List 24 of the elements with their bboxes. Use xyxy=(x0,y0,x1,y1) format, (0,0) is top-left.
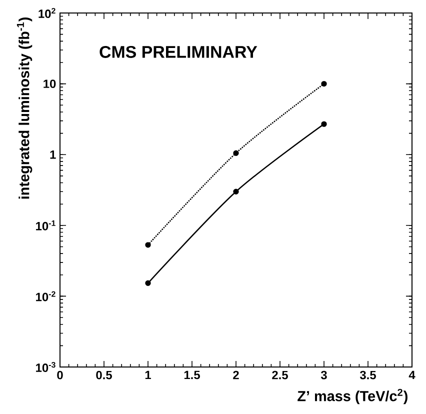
y-tick-label: 10$^{-1}$ xyxy=(36,220,56,230)
y-tick-label: 10$^{-2}$ xyxy=(36,291,56,302)
x-tick-label: 1.5 xyxy=(184,370,200,380)
point xyxy=(233,150,239,156)
x-tick-label: 2.5 xyxy=(272,370,288,380)
point xyxy=(321,80,327,87)
y-tick-label: 10$^{2}$ xyxy=(38,8,56,18)
x-axis-title: Z’ mass (TeV/c$^{2}$) xyxy=(298,388,408,404)
x-tick-label: 3.5 xyxy=(360,370,376,380)
y-tick-label: 10 xyxy=(44,80,56,88)
x-tick-label: 2 xyxy=(233,370,239,380)
x-tick-label: 1 xyxy=(145,370,151,380)
y-tick-label: 1 xyxy=(50,150,56,159)
point xyxy=(145,242,151,248)
point xyxy=(145,280,151,286)
annotation: CMS PRELIMINARY xyxy=(100,46,258,58)
x-tick-label: 0.5 xyxy=(96,370,112,380)
y-tick-label: 10$^{-3}$ xyxy=(36,362,56,372)
point xyxy=(321,121,327,127)
x-tick-label: 4 xyxy=(408,370,416,380)
x-tick-label: 0 xyxy=(57,370,63,380)
y-axis-title: integrated luminosity (fb$^{-1}$) xyxy=(16,18,32,199)
point xyxy=(233,188,239,194)
x-tick-label: 3 xyxy=(320,370,327,380)
